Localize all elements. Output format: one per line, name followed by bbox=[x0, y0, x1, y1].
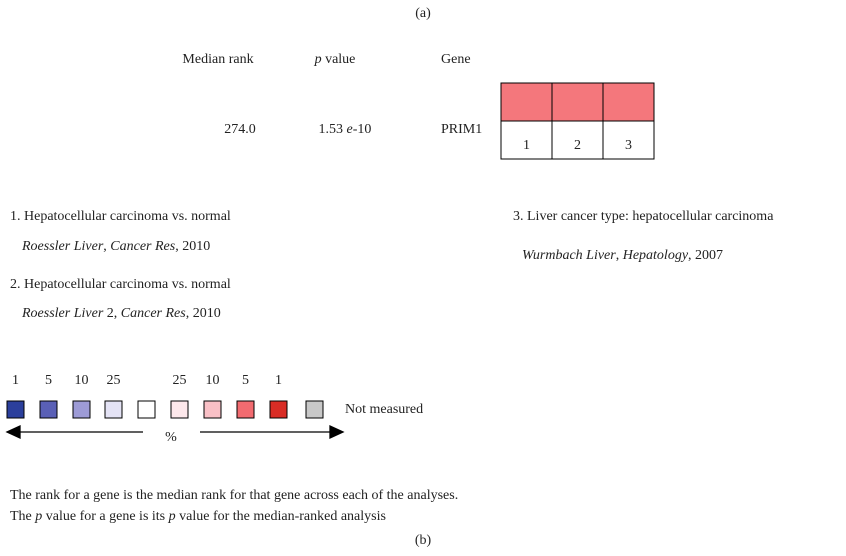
cell-label: 3 bbox=[625, 138, 632, 153]
legend-label: 5 bbox=[45, 373, 52, 388]
cell-color bbox=[551, 82, 604, 122]
cell-index bbox=[551, 120, 604, 160]
text-run: value for a gene is its bbox=[42, 509, 168, 524]
legend-percent: % bbox=[165, 430, 177, 445]
legend-swatch bbox=[137, 400, 156, 419]
text-run: p bbox=[34, 509, 42, 524]
text-run: value for the median-ranked analysis bbox=[176, 509, 386, 524]
legend-label: 10 bbox=[75, 373, 89, 388]
legend-swatch bbox=[305, 400, 324, 419]
legend-label: 1 bbox=[275, 373, 282, 388]
text-run: The rank for a gene is the median rank f… bbox=[10, 488, 458, 503]
legend-swatch bbox=[236, 400, 255, 419]
note: The rank for a gene is the median rank f… bbox=[10, 488, 458, 503]
text-run: PRIM1 bbox=[441, 122, 482, 137]
text-run: 274.0 bbox=[224, 122, 256, 137]
text-run: Cancer Res bbox=[110, 239, 175, 254]
arrows bbox=[5, 424, 345, 440]
gene: PRIM1 bbox=[441, 122, 482, 137]
legend-label: 25 bbox=[107, 373, 121, 388]
study-source: Roessler Liver, Cancer Res, 2010 bbox=[21, 239, 210, 254]
study-source: Roessler Liver 2, Cancer Res, 2010 bbox=[21, 306, 221, 321]
text-run: value bbox=[322, 52, 356, 67]
study-title: 2. Hepatocellular carcinoma vs. normal bbox=[10, 277, 231, 292]
legend-label: Not measured bbox=[345, 402, 423, 417]
cell-label: 1 bbox=[523, 138, 530, 153]
legend-label: 5 bbox=[242, 373, 249, 388]
panel-label: (a) bbox=[415, 6, 431, 21]
cell-label: 2 bbox=[574, 138, 581, 153]
column-header: p value bbox=[314, 52, 356, 67]
text-run: , 2007 bbox=[688, 248, 723, 263]
cell-index bbox=[500, 120, 553, 160]
legend-label: 1 bbox=[12, 373, 19, 388]
text-run: p bbox=[168, 509, 176, 524]
text-run: Gene bbox=[441, 52, 471, 67]
legend-swatch bbox=[39, 400, 58, 419]
text-run: , bbox=[103, 239, 110, 254]
study-title: 1. Hepatocellular carcinoma vs. normal bbox=[10, 209, 231, 224]
cell-color bbox=[602, 82, 655, 122]
text-run: , bbox=[616, 248, 623, 263]
note: The p value for a gene is its p value fo… bbox=[10, 509, 386, 524]
legend-label: 25 bbox=[173, 373, 187, 388]
legend-swatch bbox=[170, 400, 189, 419]
legend-swatch bbox=[6, 400, 25, 419]
text-run: -10 bbox=[353, 122, 372, 137]
text-run: Roessler Liver bbox=[21, 239, 104, 254]
p-value: 1.53 e-10 bbox=[319, 122, 372, 137]
column-header: Median rank bbox=[182, 52, 253, 67]
text-run: The bbox=[10, 509, 35, 524]
legend-swatch bbox=[72, 400, 91, 419]
median-rank: 274.0 bbox=[224, 122, 256, 137]
text-run: 1.53 bbox=[319, 122, 347, 137]
text-run: 2, bbox=[103, 306, 121, 321]
text-run: 1. Hepatocellular carcinoma vs. normal bbox=[10, 209, 231, 224]
study-source: Wurmbach Liver, Hepatology, 2007 bbox=[522, 248, 723, 263]
cell-index bbox=[602, 120, 655, 160]
study-title: 3. Liver cancer type: hepatocellular car… bbox=[513, 209, 774, 224]
legend-swatch bbox=[203, 400, 222, 419]
text-run: , 2010 bbox=[186, 306, 221, 321]
text-run: e bbox=[347, 122, 353, 137]
text-run: Hepatology bbox=[622, 248, 689, 263]
text-run: Wurmbach Liver bbox=[522, 248, 616, 263]
text-run: Cancer Res bbox=[121, 306, 186, 321]
text-run: , 2010 bbox=[175, 239, 210, 254]
text-run: p bbox=[314, 52, 322, 67]
legend-label: 10 bbox=[206, 373, 220, 388]
legend-swatch bbox=[104, 400, 123, 419]
text-run: 3. Liver cancer type: hepatocellular car… bbox=[513, 209, 774, 224]
panel-label: (b) bbox=[415, 533, 432, 548]
text-run: 2. Hepatocellular carcinoma vs. normal bbox=[10, 277, 231, 292]
column-header: Gene bbox=[441, 52, 471, 67]
text-run: Roessler Liver bbox=[21, 306, 104, 321]
text-run: Median rank bbox=[182, 52, 253, 67]
legend-swatch bbox=[269, 400, 288, 419]
cell-color bbox=[500, 82, 553, 122]
